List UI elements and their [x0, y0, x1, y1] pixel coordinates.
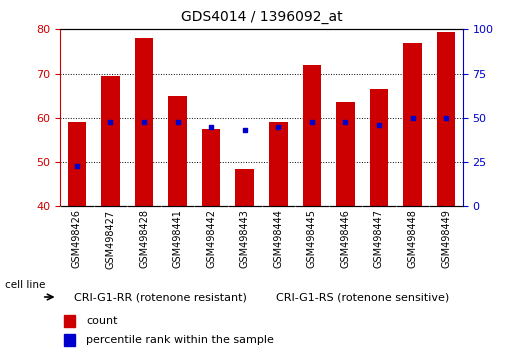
Bar — [202, 129, 220, 206]
Text: CRI-G1-RR (rotenone resistant): CRI-G1-RR (rotenone resistant) — [74, 292, 247, 302]
Text: GSM498443: GSM498443 — [240, 210, 249, 268]
Bar — [235, 169, 254, 206]
Text: cell line: cell line — [5, 280, 46, 290]
Text: count: count — [86, 316, 118, 326]
Text: GSM498446: GSM498446 — [340, 210, 350, 268]
Text: GSM498426: GSM498426 — [72, 210, 82, 268]
Point — [140, 119, 148, 125]
Point — [375, 122, 383, 128]
Point — [207, 124, 215, 130]
Text: GSM498444: GSM498444 — [274, 210, 283, 268]
Point — [106, 119, 115, 125]
Bar — [135, 38, 153, 206]
Bar — [336, 102, 355, 206]
Bar — [64, 315, 75, 327]
Text: GDS4014 / 1396092_at: GDS4014 / 1396092_at — [180, 10, 343, 24]
Bar — [101, 76, 120, 206]
Bar — [168, 96, 187, 206]
Point — [308, 119, 316, 125]
Text: GSM498442: GSM498442 — [206, 210, 216, 268]
Bar — [269, 122, 288, 206]
Bar — [370, 89, 388, 206]
Bar — [67, 122, 86, 206]
Point — [274, 124, 282, 130]
Bar — [303, 65, 321, 206]
Point — [341, 119, 349, 125]
Point — [241, 127, 249, 133]
Point — [174, 119, 182, 125]
Text: GSM498441: GSM498441 — [173, 210, 183, 268]
Text: GSM498447: GSM498447 — [374, 210, 384, 268]
Point — [442, 115, 450, 121]
Point — [73, 163, 81, 169]
Text: GSM498428: GSM498428 — [139, 210, 149, 268]
Text: GSM498448: GSM498448 — [407, 210, 417, 268]
Text: GSM498427: GSM498427 — [106, 210, 116, 269]
Text: CRI-G1-RS (rotenone sensitive): CRI-G1-RS (rotenone sensitive) — [276, 292, 449, 302]
Bar — [64, 334, 75, 346]
Text: percentile rank within the sample: percentile rank within the sample — [86, 335, 274, 345]
Bar — [403, 42, 422, 206]
Point — [408, 115, 417, 121]
Text: GSM498449: GSM498449 — [441, 210, 451, 268]
Text: GSM498445: GSM498445 — [307, 210, 317, 268]
Bar — [437, 32, 456, 206]
